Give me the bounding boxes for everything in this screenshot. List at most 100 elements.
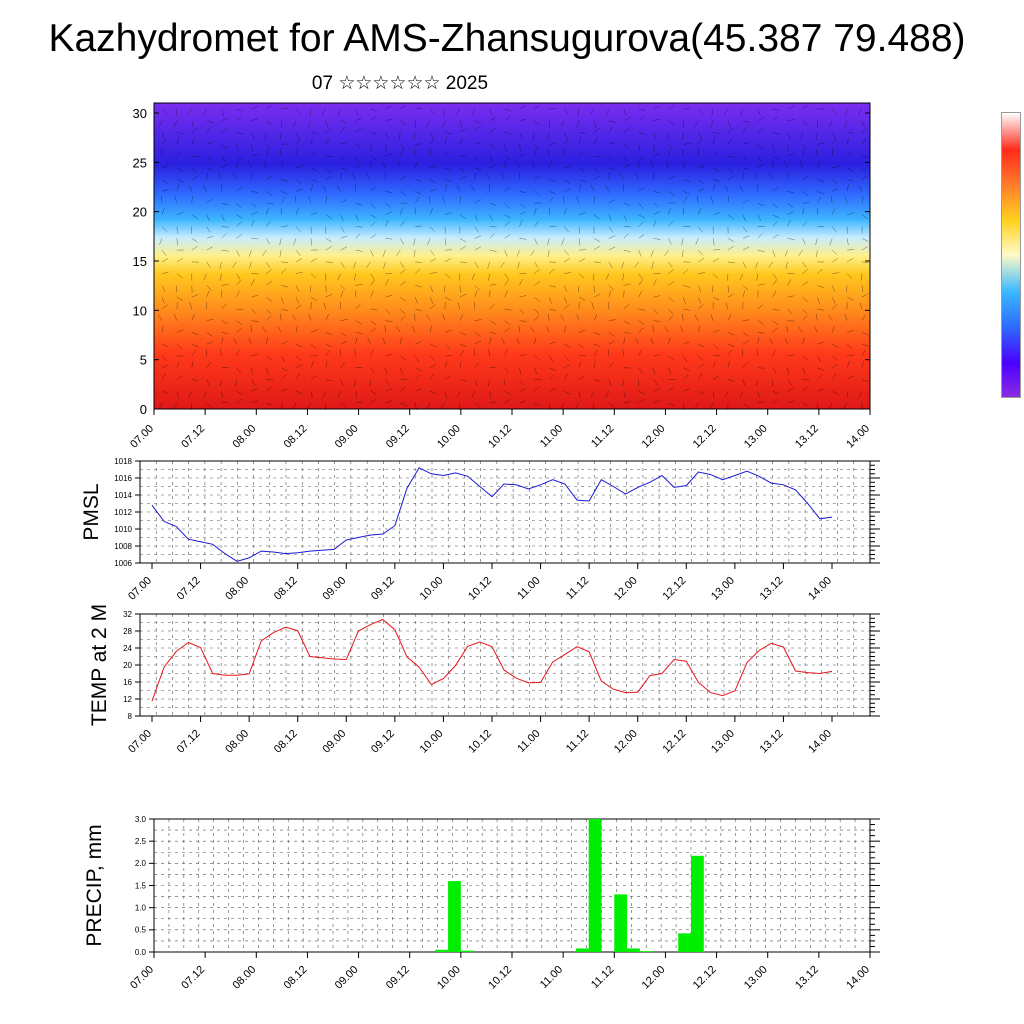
precip-bar	[614, 894, 628, 952]
y-tick-label: 1.5	[135, 881, 147, 890]
heatmap-chart: 0 5 10 15 20 25 30 07.00 07.12 08.00 08.12 09.00 09.…	[128, 102, 872, 451]
precip-bar	[575, 948, 589, 952]
colorbar	[1001, 112, 1021, 398]
x-tick-label: 07.12	[179, 964, 207, 992]
y-tick-label: 25	[133, 155, 147, 170]
series-line	[151, 467, 833, 562]
x-tick-label: 11.12	[589, 964, 616, 991]
x-tick-label: 10.12	[486, 423, 514, 451]
y-tick-label: 20	[133, 205, 147, 220]
x-tick-label: 09.12	[384, 423, 412, 451]
x-tick-label: 13.12	[758, 728, 786, 756]
precip-bar	[448, 881, 461, 952]
page-subtitle: 07 ☆☆☆☆☆☆ 2025	[311, 73, 489, 94]
y-tick-label: 32	[123, 610, 132, 619]
y-tick-label: 30	[133, 106, 147, 121]
y-tick-label: 12	[123, 695, 132, 704]
x-tick-label: 09.00	[333, 964, 361, 992]
x-tick-label: 13.12	[793, 423, 821, 451]
y-tick-label: 24	[123, 644, 132, 653]
x-tick-label: 11.00	[538, 964, 565, 991]
y-axis-label: TEMP at 2 M	[88, 604, 111, 726]
x-tick-label: 11.12	[564, 728, 591, 755]
x-tick-label: 07.12	[179, 423, 207, 451]
y-tick-label: 1014	[114, 491, 132, 500]
x-tick-label: 14.00	[806, 575, 834, 603]
x-tick-label: 09.12	[369, 575, 397, 603]
x-tick-label: 07.12	[175, 575, 203, 603]
x-tick-label: 12.00	[612, 575, 640, 603]
y-axis-label: PRECIP, mm	[83, 824, 106, 946]
page-title: Kazhydromet for AMS-Zhansugurova(45.387 …	[48, 17, 966, 60]
x-tick-label: 07.12	[175, 728, 203, 756]
x-tick-label: 10.00	[435, 423, 463, 451]
x-tick-label: 07.00	[128, 423, 156, 451]
heatmap-field	[154, 103, 870, 409]
y-tick-label: 16	[123, 678, 132, 687]
x-tick-label: 08.12	[282, 423, 310, 451]
x-tick-label: 12.12	[660, 575, 688, 603]
precip-bar	[460, 950, 474, 952]
y-tick-label: 2.0	[135, 859, 147, 868]
x-tick-label: 11.00	[515, 728, 542, 755]
y-axis-label: PMSL	[80, 483, 103, 540]
x-tick-label: 11.12	[589, 423, 616, 450]
y-tick-label: 1018	[114, 457, 132, 466]
x-tick-label: 13.00	[709, 575, 737, 603]
x-tick-label: 11.12	[564, 575, 591, 602]
wind-vectors	[158, 104, 869, 411]
precip-bar	[588, 819, 602, 952]
y-tick-label: 1012	[114, 508, 132, 517]
x-tick-label: 08.12	[272, 728, 300, 756]
precip-chart: 0.0 0.5 1.0 1.5 2.0 2.5 3.0 07.00 07.12 08.00 08.1…	[83, 815, 880, 992]
pmsl-chart: 1006 1008 1010 1012 1014 1016 1018 07.00 07.12 08…	[80, 457, 880, 603]
x-tick-label: 12.00	[640, 964, 668, 992]
x-tick-label: 08.12	[282, 964, 310, 992]
y-tick-label: 2.5	[135, 837, 147, 846]
y-tick-label: 0	[140, 402, 147, 417]
x-tick-label: 08.00	[223, 728, 251, 756]
precip-bar	[627, 948, 640, 952]
x-tick-label: 10.12	[466, 728, 494, 756]
x-tick-label: 11.00	[538, 423, 565, 450]
x-tick-label: 09.00	[320, 575, 348, 603]
y-tick-label: 5	[140, 353, 147, 368]
x-tick-label: 10.12	[466, 575, 494, 603]
y-tick-label: 8	[128, 712, 133, 721]
x-tick-label: 10.00	[418, 575, 446, 603]
y-tick-label: 15	[133, 254, 147, 269]
precip-bar	[678, 933, 691, 952]
x-tick-label: 08.00	[230, 423, 258, 451]
precip-bar	[435, 949, 449, 952]
x-tick-label: 11.00	[515, 575, 542, 602]
x-tick-label: 10.12	[486, 964, 514, 992]
y-tick-label: 1008	[114, 542, 132, 551]
x-tick-label: 12.00	[612, 728, 640, 756]
x-tick-label: 12.12	[691, 423, 719, 451]
x-tick-label: 07.00	[126, 575, 154, 603]
x-tick-label: 08.00	[230, 964, 258, 992]
x-tick-label: 10.00	[435, 964, 463, 992]
x-tick-label: 07.00	[126, 728, 154, 756]
x-tick-label: 08.00	[223, 575, 251, 603]
x-tick-label: 09.12	[369, 728, 397, 756]
y-tick-label: 0.0	[135, 948, 147, 957]
y-tick-label: 10	[133, 303, 147, 318]
precip-bar	[639, 951, 653, 952]
precip-bar	[691, 855, 704, 952]
y-tick-label: 20	[123, 661, 132, 670]
series-line	[151, 618, 833, 702]
temp-chart: 8 12 16 20 24 28 32 07.00 07.12 08.00 08.12 09.00 09…	[88, 604, 880, 756]
x-tick-label: 14.00	[844, 964, 872, 992]
x-tick-label: 13.00	[742, 423, 770, 451]
y-tick-label: 1.0	[135, 903, 147, 912]
x-tick-label: 13.12	[793, 964, 821, 992]
y-tick-label: 28	[123, 627, 132, 636]
x-tick-label: 09.00	[333, 423, 361, 451]
x-tick-label: 07.00	[128, 964, 156, 992]
y-tick-label: 1016	[114, 474, 132, 483]
y-tick-label: 1010	[114, 525, 132, 534]
x-tick-label: 14.00	[844, 423, 872, 451]
x-tick-label: 09.12	[384, 964, 412, 992]
